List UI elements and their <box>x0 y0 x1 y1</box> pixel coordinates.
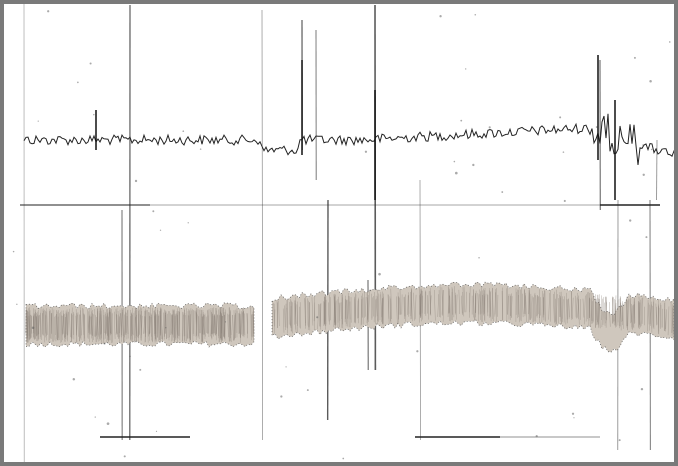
speck <box>93 114 95 116</box>
speck <box>564 200 566 202</box>
speck <box>225 321 226 322</box>
speck <box>16 304 17 305</box>
speck <box>634 57 636 59</box>
speck <box>651 149 652 150</box>
speck <box>596 126 598 128</box>
speck <box>13 251 14 252</box>
speck <box>416 350 418 352</box>
speck <box>478 257 480 259</box>
speck <box>188 222 189 223</box>
speck <box>669 41 671 43</box>
speck <box>280 395 282 397</box>
speck <box>573 417 574 418</box>
speck <box>460 120 462 122</box>
speck <box>182 130 184 132</box>
speck <box>645 236 647 238</box>
speck <box>285 366 286 367</box>
speck <box>47 10 49 12</box>
speck <box>641 388 643 390</box>
speck <box>200 148 202 150</box>
speck <box>369 290 371 292</box>
speck <box>629 219 631 221</box>
speck <box>439 15 441 17</box>
speck <box>559 116 561 118</box>
speck <box>77 82 79 84</box>
speck <box>365 151 367 153</box>
speck <box>501 191 503 193</box>
speck <box>316 316 318 318</box>
speck <box>489 126 491 128</box>
speck <box>152 210 154 212</box>
speck <box>455 172 458 175</box>
speck <box>563 151 565 153</box>
speck <box>649 80 652 83</box>
speck <box>160 230 161 231</box>
speck <box>536 435 538 437</box>
speck <box>472 164 474 166</box>
speck <box>165 327 166 328</box>
speck <box>38 120 39 121</box>
speck <box>107 422 110 425</box>
speck <box>454 161 456 163</box>
speck <box>129 356 131 358</box>
speck <box>307 389 309 391</box>
speck <box>90 62 92 64</box>
speck <box>642 144 644 146</box>
speck <box>95 416 96 417</box>
speck <box>135 180 137 182</box>
speck <box>32 326 35 329</box>
speck <box>572 413 574 415</box>
speck <box>104 343 106 345</box>
speck <box>156 431 157 432</box>
speck <box>124 455 126 457</box>
speck <box>619 439 621 441</box>
speck <box>474 14 476 16</box>
speck <box>139 369 141 371</box>
speck <box>378 273 381 276</box>
speck <box>643 174 645 176</box>
speck <box>465 68 466 69</box>
speck <box>73 378 75 380</box>
speck <box>342 458 344 460</box>
